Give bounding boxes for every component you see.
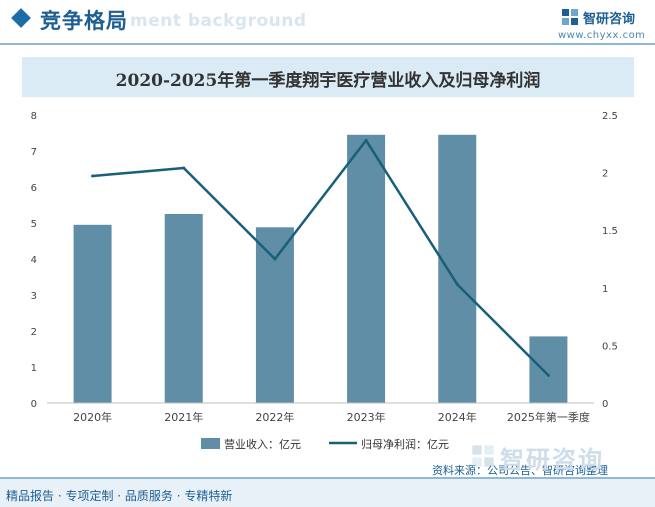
y-right-tick-label: 2	[602, 169, 608, 180]
legend-label-revenue: 营业收入：亿元	[224, 437, 301, 451]
y-left-tick-label: 3	[31, 291, 37, 302]
point-net-profit-1	[182, 166, 186, 170]
y-left-tick-label: 1	[31, 363, 37, 374]
y-left-tick-label: 5	[31, 219, 37, 230]
source-note: 资料来源：公司公告、智研咨询整理	[432, 464, 608, 477]
y-right-tick-label: 0.5	[602, 341, 618, 352]
brand-logo-icon	[562, 9, 578, 25]
x-tick-label: 2023年	[347, 410, 386, 424]
y-right-tick-label: 2.5	[602, 111, 618, 122]
y-left-tick-label: 8	[31, 111, 37, 122]
point-net-profit-4	[455, 282, 459, 286]
brand-url: www.chyxx.com	[558, 30, 646, 41]
bar-revenue-1	[164, 214, 203, 403]
bar-revenue-5	[529, 336, 568, 403]
point-net-profit-0	[91, 174, 95, 178]
bar-revenue-2	[255, 227, 294, 403]
footer-watermark: 智研咨询	[500, 446, 604, 474]
x-tick-label: 2022年	[255, 410, 294, 424]
line-net-profit	[92, 139, 550, 377]
point-net-profit-5	[546, 373, 550, 377]
bar-revenue-3	[347, 134, 386, 404]
legend-label-net-profit: 归母净利润：亿元	[361, 437, 449, 451]
page-title: 竞争格局	[40, 9, 128, 33]
footer-divider	[0, 477, 655, 479]
y-left-tick-label: 7	[31, 147, 37, 158]
y-left-tick-label: 2	[31, 327, 37, 338]
footer-slogan: 精品报告 · 专项定制 · 品质服务 · 专精特新	[6, 489, 233, 503]
point-net-profit-3	[364, 138, 368, 142]
bar-revenue-4	[438, 134, 477, 404]
page-header: ment background 竞争格局 智研咨询 www.chyxx.com	[0, 0, 655, 45]
y-right-tick-label: 1.5	[602, 226, 618, 237]
chart-title: 2020-2025年第一季度翔宇医疗营业收入及归母净利润	[115, 71, 541, 91]
legend-swatch-revenue	[201, 438, 220, 449]
y-right-tick-label: 0	[602, 399, 608, 410]
brand-name: 智研咨询	[583, 12, 636, 27]
header-watermark: ment background	[130, 11, 307, 31]
y-right-tick-label: 1	[602, 284, 608, 295]
footer-bar	[0, 479, 655, 507]
y-left-tick-label: 4	[31, 255, 37, 266]
header-divider	[0, 43, 655, 45]
watermark-logo-icon	[472, 445, 494, 467]
y-left-tick-label: 6	[31, 183, 37, 194]
bar-revenue-0	[73, 224, 112, 403]
x-tick-label: 2025年第一季度	[507, 410, 590, 424]
y-left-tick-label: 0	[31, 399, 37, 410]
chart-title-bar: 2020-2025年第一季度翔宇医疗营业收入及归母净利润	[22, 57, 634, 97]
point-net-profit-2	[273, 257, 277, 261]
x-tick-label: 2024年	[438, 410, 477, 424]
x-tick-label: 2020年	[73, 410, 112, 424]
x-tick-label: 2021年	[164, 410, 203, 424]
chart: 0 1 2 3 4 5 6 7 8 0 0.5 1 1.5 2 2.5 2020年 2021年 2022年 20…	[31, 111, 618, 451]
